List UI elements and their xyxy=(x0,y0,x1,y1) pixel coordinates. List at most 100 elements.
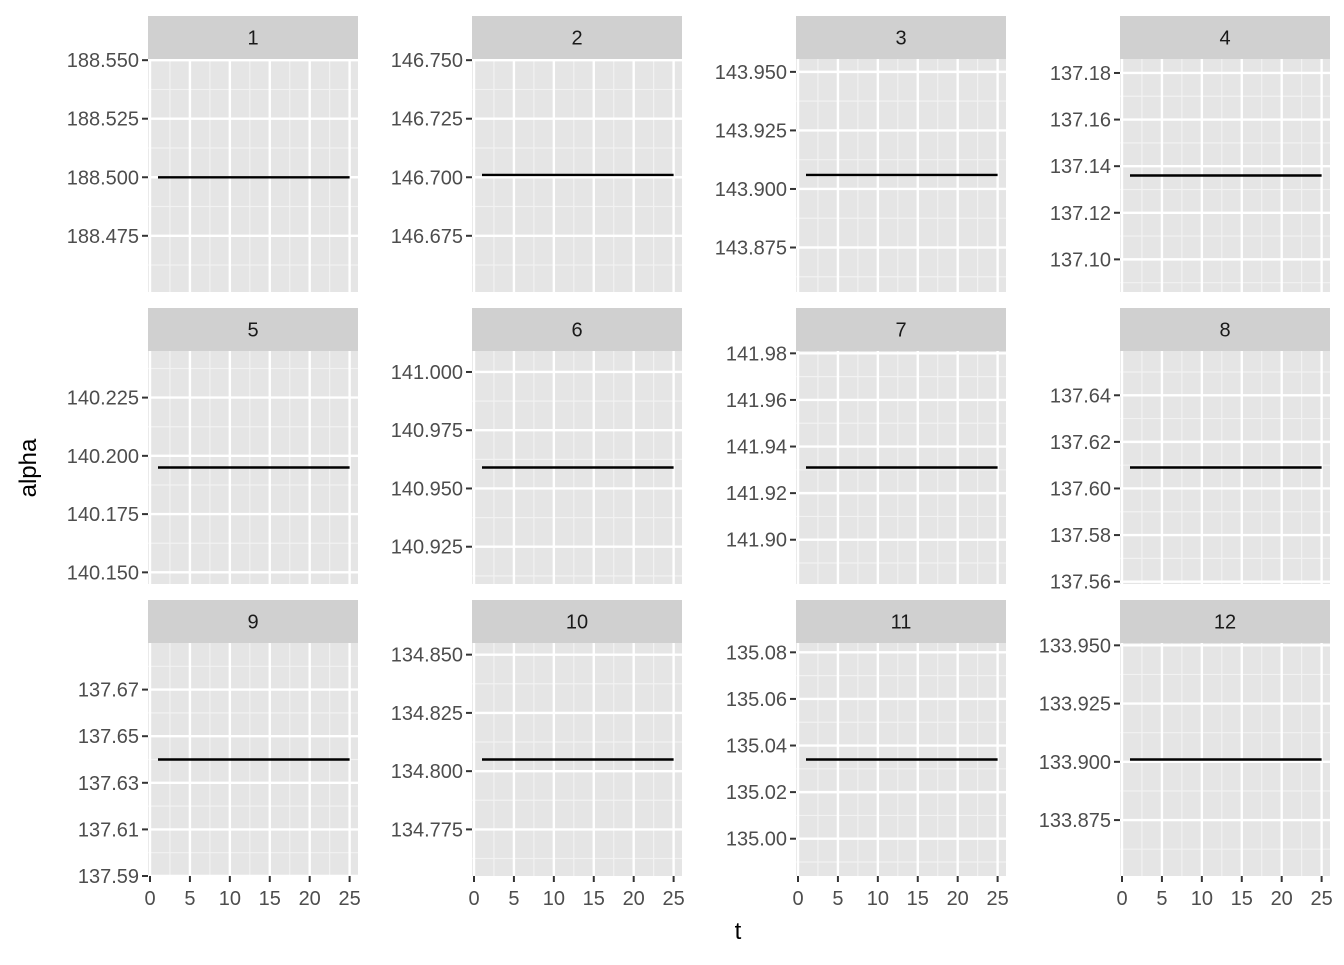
facet-strip-label: 9 xyxy=(247,612,258,634)
y-tick-label: 146.675 xyxy=(391,226,463,248)
y-tick-label: 141.90 xyxy=(726,530,787,552)
x-tick-label: 15 xyxy=(1231,888,1253,910)
x-tick-label: 20 xyxy=(947,888,969,910)
y-tick-label: 134.825 xyxy=(391,703,463,725)
y-tick-label: 133.925 xyxy=(1039,694,1111,716)
y-tick-label: 143.925 xyxy=(715,120,787,142)
y-tick-label: 140.150 xyxy=(67,562,139,584)
x-tick-label: 25 xyxy=(338,888,360,910)
y-tick-label: 137.18 xyxy=(1050,63,1111,85)
y-tick-label: 134.850 xyxy=(391,645,463,667)
x-tick-label: 0 xyxy=(792,888,803,910)
y-tick-label: 134.775 xyxy=(391,819,463,841)
x-tick-label: 10 xyxy=(219,888,241,910)
y-tick-label: 135.08 xyxy=(726,642,787,664)
x-tick-label: 15 xyxy=(259,888,281,910)
x-tick-label: 15 xyxy=(583,888,605,910)
y-tick-label: 134.800 xyxy=(391,761,463,783)
facet-strip xyxy=(1120,308,1330,351)
y-tick-label: 135.06 xyxy=(726,689,787,711)
y-tick-label: 146.700 xyxy=(391,167,463,189)
facet-strip-label: 11 xyxy=(891,612,912,634)
y-tick-label: 140.200 xyxy=(67,446,139,468)
facet-strip-label: 6 xyxy=(571,320,582,342)
facet-strip xyxy=(148,600,358,643)
x-tick-label: 5 xyxy=(1156,888,1167,910)
y-tick-label: 137.16 xyxy=(1050,110,1111,132)
facet-strip-label: 4 xyxy=(1219,28,1230,50)
y-tick-label: 188.475 xyxy=(67,226,139,248)
y-tick-label: 140.925 xyxy=(391,537,463,559)
x-tick-label: 10 xyxy=(1191,888,1213,910)
facet-strip xyxy=(1120,600,1330,643)
y-tick-label: 140.950 xyxy=(391,478,463,500)
y-tick-label: 137.67 xyxy=(78,680,139,702)
facet-strip xyxy=(796,308,1006,351)
facet-strip-label: 2 xyxy=(571,28,582,50)
y-tick-label: 143.875 xyxy=(715,238,787,260)
y-tick-label: 141.000 xyxy=(391,362,463,384)
y-tick-label: 137.65 xyxy=(78,726,139,748)
x-tick-label: 20 xyxy=(299,888,321,910)
facet-strip-label: 8 xyxy=(1219,320,1230,342)
y-tick-label: 137.58 xyxy=(1050,525,1111,547)
facet-strip-label: 12 xyxy=(1214,612,1236,634)
y-tick-label: 188.525 xyxy=(67,109,139,131)
y-tick-label: 143.900 xyxy=(715,179,787,201)
y-tick-label: 135.02 xyxy=(726,782,787,804)
x-tick-label: 25 xyxy=(662,888,684,910)
y-axis-title: alpha xyxy=(15,438,42,497)
facet-strip-label: 5 xyxy=(247,320,258,342)
facet-strip xyxy=(472,600,682,643)
x-tick-label: 0 xyxy=(1116,888,1127,910)
x-tick-label: 5 xyxy=(184,888,195,910)
y-tick-label: 133.950 xyxy=(1039,635,1111,657)
facet-strip-label: 3 xyxy=(895,28,906,50)
y-tick-label: 133.875 xyxy=(1039,810,1111,832)
y-tick-label: 137.60 xyxy=(1050,478,1111,500)
panel-background xyxy=(148,59,358,292)
y-tick-label: 137.61 xyxy=(78,819,139,841)
x-tick-label: 25 xyxy=(1310,888,1332,910)
y-tick-label: 143.950 xyxy=(715,62,787,84)
y-tick-label: 141.96 xyxy=(726,390,787,412)
x-tick-label: 10 xyxy=(867,888,889,910)
x-tick-label: 20 xyxy=(1271,888,1293,910)
y-tick-label: 137.59 xyxy=(78,866,139,888)
y-tick-label: 137.12 xyxy=(1050,203,1111,225)
facet-strip xyxy=(148,16,358,59)
y-tick-label: 188.500 xyxy=(67,167,139,189)
x-tick-label: 25 xyxy=(986,888,1008,910)
y-tick-label: 140.175 xyxy=(67,504,139,526)
facet-strip xyxy=(472,308,682,351)
y-tick-label: 141.98 xyxy=(726,343,787,365)
y-tick-label: 137.63 xyxy=(78,773,139,795)
y-tick-label: 137.14 xyxy=(1050,156,1111,178)
y-tick-label: 137.62 xyxy=(1050,432,1111,454)
facet-strip xyxy=(148,308,358,351)
x-axis-title: t xyxy=(735,918,742,945)
y-tick-label: 137.64 xyxy=(1050,385,1111,407)
y-tick-label: 135.00 xyxy=(726,829,787,851)
y-tick-label: 137.56 xyxy=(1050,572,1111,594)
y-tick-label: 141.94 xyxy=(726,437,787,459)
y-tick-label: 140.225 xyxy=(67,388,139,410)
y-tick-label: 146.750 xyxy=(391,50,463,72)
facet-strip xyxy=(472,16,682,59)
facet-strip-label: 1 xyxy=(247,28,258,50)
x-tick-label: 0 xyxy=(144,888,155,910)
y-tick-label: 188.550 xyxy=(67,50,139,72)
facet-strip-label: 10 xyxy=(566,612,588,634)
x-tick-label: 5 xyxy=(508,888,519,910)
facet-strip xyxy=(796,16,1006,59)
y-tick-label: 137.10 xyxy=(1050,249,1111,271)
y-tick-label: 140.975 xyxy=(391,420,463,442)
facet-strip-label: 7 xyxy=(895,320,906,342)
facet-strip xyxy=(796,600,1006,643)
x-tick-label: 15 xyxy=(907,888,929,910)
y-tick-label: 146.725 xyxy=(391,109,463,131)
y-tick-label: 135.04 xyxy=(726,736,787,758)
y-tick-label: 141.92 xyxy=(726,483,787,505)
